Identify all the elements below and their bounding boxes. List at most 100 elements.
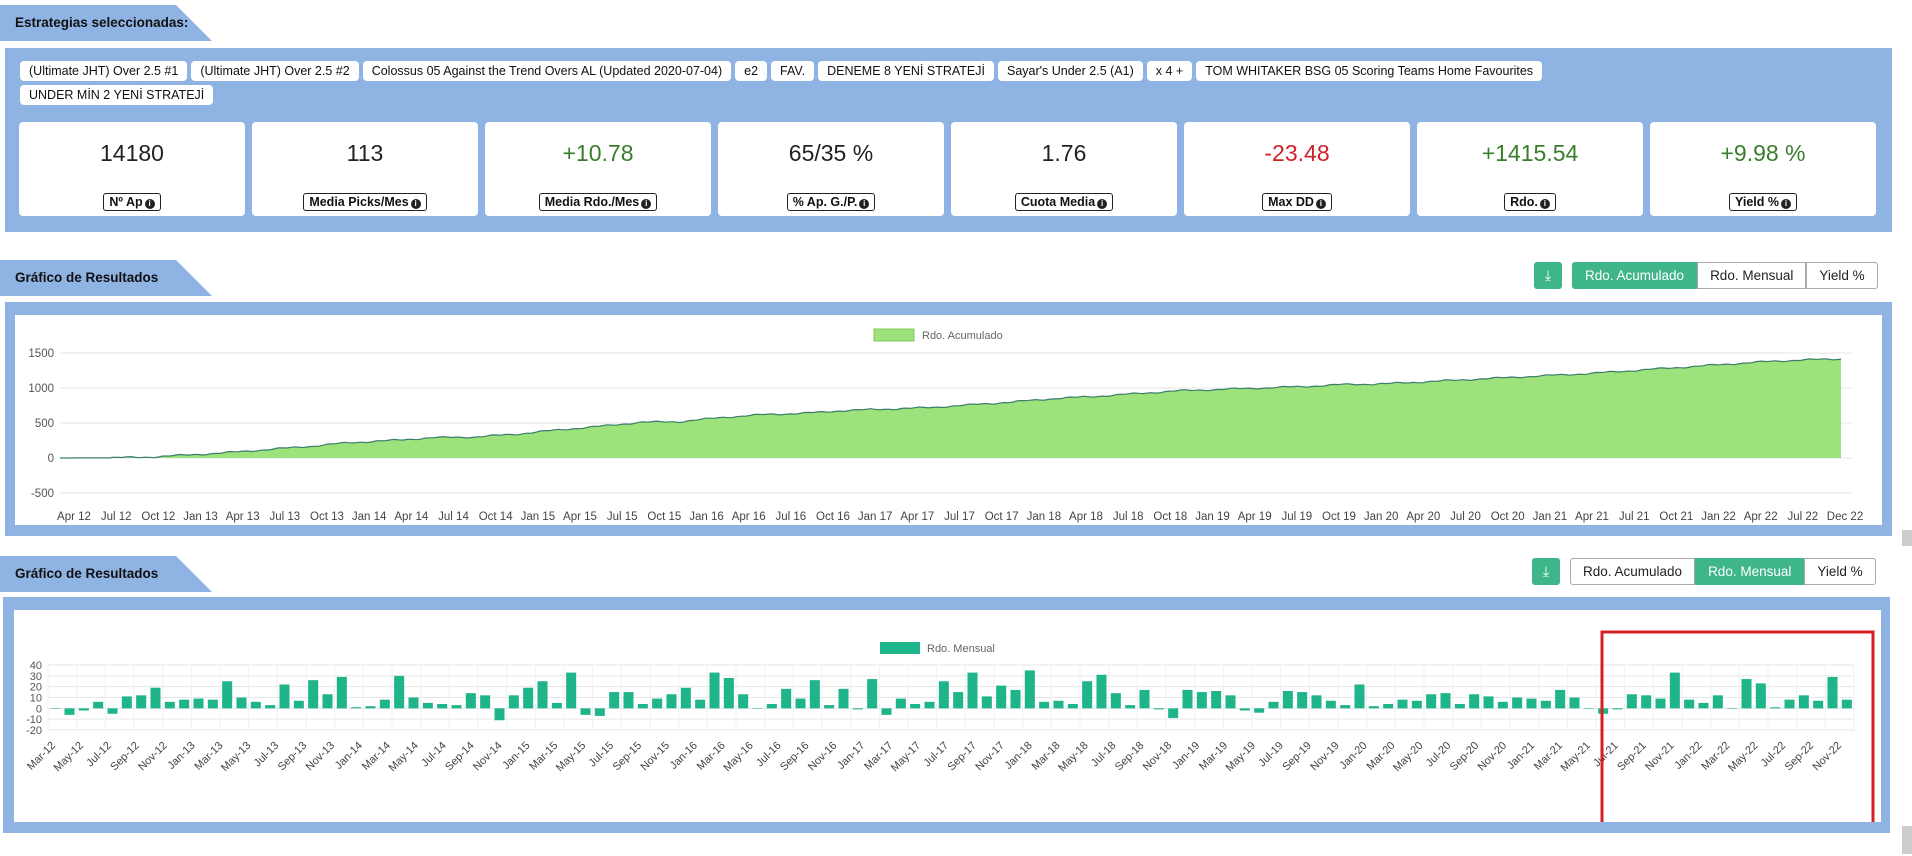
x-tick-label: Jul 20 <box>1450 511 1481 523</box>
strategy-tag[interactable]: (Ultimate JHT) Over 2.5 #1 <box>20 61 188 81</box>
bar <box>1139 689 1150 709</box>
stat-label[interactable]: Media Picks/Mes i <box>303 193 427 211</box>
mode-button-rdo-acumulado[interactable]: Rdo. Acumulado <box>1572 262 1698 289</box>
stat-card: 1.76 Cuota Media i <box>951 122 1177 216</box>
x-tick-label: Oct 16 <box>816 511 850 523</box>
bar <box>838 688 849 709</box>
info-icon[interactable]: i <box>144 199 155 209</box>
area-line <box>60 358 1842 459</box>
y-tick-label: 0 <box>48 453 54 465</box>
bar <box>709 672 720 709</box>
x-tick-label: Apr 14 <box>394 511 428 523</box>
x-tick-label: Sep-17 <box>945 740 979 774</box>
x-tick-label: Sep-15 <box>611 740 645 774</box>
strategy-tag[interactable]: UNDER MİN 2 YENİ STRATEJİ <box>20 85 214 105</box>
bar <box>1383 704 1394 709</box>
bar <box>78 708 89 711</box>
bar <box>1153 708 1164 710</box>
info-icon[interactable]: i <box>1097 199 1108 209</box>
stat-label-text: Max DD <box>1268 195 1314 209</box>
x-tick-label: Oct 14 <box>479 511 513 523</box>
stat-label[interactable]: % Ap. G./P. i <box>786 193 876 211</box>
chart1-download-button[interactable]: ⤓ <box>1534 262 1562 289</box>
scrollbar-thumb-bottom[interactable] <box>1902 826 1912 854</box>
stat-label[interactable]: Yield % i <box>1729 193 1797 211</box>
bar <box>494 708 505 721</box>
mode-button-rdo-mensual[interactable]: Rdo. Mensual <box>1695 558 1805 585</box>
bar <box>279 684 290 709</box>
x-tick-label: Nov-19 <box>1308 740 1342 774</box>
strategy-tag[interactable]: (Ultimate JHT) Over 2.5 #2 <box>191 61 359 81</box>
info-icon[interactable]: i <box>859 199 870 209</box>
info-icon[interactable]: i <box>410 199 421 209</box>
x-tick-label: May-22 <box>1726 740 1760 774</box>
stat-label[interactable]: Rdo. i <box>1504 193 1556 211</box>
stat-label[interactable]: Max DD i <box>1262 193 1332 211</box>
bar <box>881 708 892 715</box>
strategy-tag[interactable]: DENEME 8 YENİ STRATEJİ <box>818 61 994 81</box>
bar <box>723 678 734 709</box>
strategy-tag[interactable]: TOM WHITAKER BSG 05 Scoring Teams Home F… <box>1196 61 1543 81</box>
bar <box>1024 670 1035 709</box>
bar <box>1282 691 1293 709</box>
info-icon[interactable]: i <box>1781 199 1791 209</box>
bar <box>809 680 820 709</box>
stat-label-text: Media Picks/Mes <box>309 195 409 209</box>
stat-label-text: Cuota Media <box>1020 195 1096 209</box>
mode-button-yield[interactable]: Yield % <box>1806 262 1878 289</box>
bar <box>852 708 863 710</box>
bar <box>1583 708 1594 709</box>
bar <box>480 695 491 709</box>
x-tick-label: Sep-19 <box>1280 740 1314 774</box>
bar <box>150 687 161 709</box>
legend-swatch <box>873 328 915 342</box>
stat-value: +9.98 % <box>1720 140 1806 166</box>
info-icon[interactable]: i <box>641 199 652 209</box>
stat-label-text: Media Rdo./Mes <box>544 195 640 209</box>
stat-value: 14180 <box>100 140 164 166</box>
bar <box>351 707 362 709</box>
bar <box>1626 694 1637 709</box>
stat-label-text: % Ap. G./P. <box>792 195 858 209</box>
chart2-download-button[interactable]: ⤓ <box>1532 558 1560 585</box>
stat-label[interactable]: Media Rdo./Mes i <box>538 193 658 211</box>
bar <box>1698 702 1709 709</box>
info-icon[interactable]: i <box>1315 199 1326 209</box>
stat-label[interactable]: Cuota Media i <box>1014 193 1114 211</box>
x-tick-label: Nov-21 <box>1643 740 1677 774</box>
bar <box>1512 697 1523 709</box>
bar <box>1268 701 1279 709</box>
bar <box>867 679 878 709</box>
strategy-tag[interactable]: Sayar's Under 2.5 (A1) <box>997 61 1143 81</box>
bar <box>265 705 276 709</box>
chart2-title: Gráfico de Resultados <box>15 566 159 581</box>
x-tick-label: Jan-13 <box>165 740 197 772</box>
strategy-tag[interactable]: e2 <box>735 61 768 81</box>
strategy-tag[interactable]: x 4 + <box>1146 61 1193 81</box>
mode-button-rdo-mensual[interactable]: Rdo. Mensual <box>1697 262 1807 289</box>
scrollbar-thumb[interactable] <box>1902 530 1912 546</box>
x-tick-label: Jan 15 <box>521 511 556 523</box>
strategy-tag[interactable]: Colossus 05 Against the Trend Overs AL (… <box>362 61 732 81</box>
x-tick-label: Jan-19 <box>1170 740 1202 772</box>
bar <box>1798 695 1809 709</box>
info-icon[interactable]: i <box>1539 199 1550 209</box>
bar <box>752 708 763 709</box>
bar <box>93 701 104 709</box>
x-tick-label: Jan-17 <box>835 740 867 772</box>
x-tick-label: Apr 16 <box>732 511 766 523</box>
x-tick-label: Nov-16 <box>806 740 840 774</box>
stat-card: 113 Media Picks/Mes i <box>252 122 478 216</box>
x-tick-label: Jul 15 <box>607 511 638 523</box>
bar <box>1770 707 1781 709</box>
strategy-tag[interactable]: FAV. <box>771 61 815 81</box>
mode-button-rdo-acumulado[interactable]: Rdo. Acumulado <box>1570 558 1696 585</box>
bar <box>408 697 419 709</box>
stat-value: -23.48 <box>1264 140 1330 166</box>
stat-label[interactable]: Nº Ap i <box>103 193 161 211</box>
chart2-header: Gráfico de Resultados <box>0 556 212 592</box>
mode-button-yield[interactable]: Yield % <box>1804 558 1876 585</box>
bar <box>537 681 548 709</box>
stat-value: 113 <box>346 140 384 166</box>
